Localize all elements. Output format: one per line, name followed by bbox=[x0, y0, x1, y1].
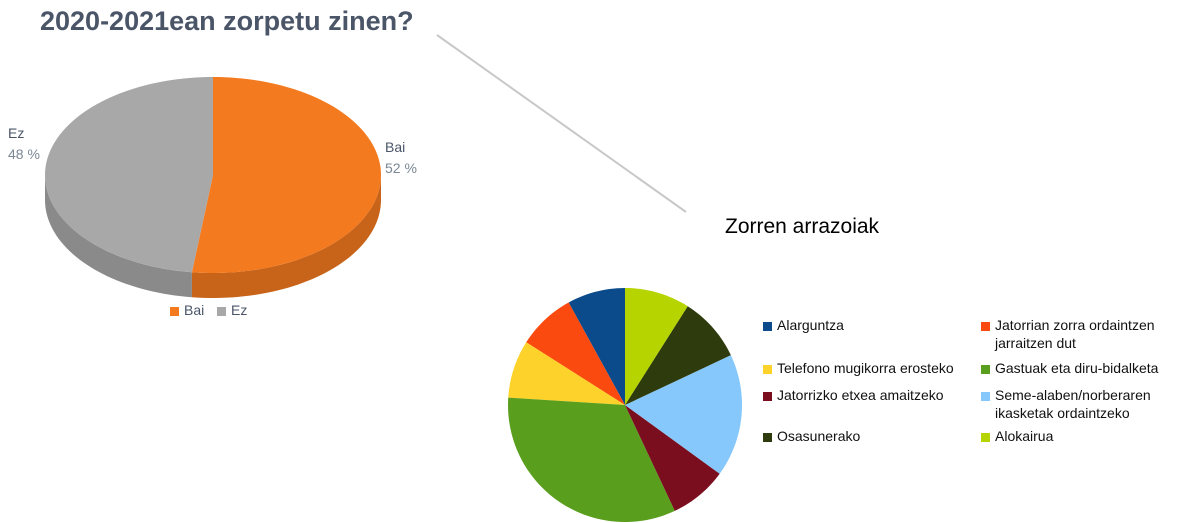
legend-label: Jatorrizko etxea amaitzeko bbox=[777, 387, 944, 403]
legend-swatch bbox=[217, 307, 226, 316]
connector bbox=[436, 34, 687, 213]
legend-swatch bbox=[981, 322, 990, 331]
legend-swatch bbox=[763, 365, 772, 374]
legend-label: Gastuak eta diru-bidalketa bbox=[995, 360, 1159, 376]
legend-label: Alarguntza bbox=[777, 317, 844, 333]
legend-label: Jatorrian zorra ordaintzen jarraitzen du… bbox=[995, 317, 1155, 351]
legend-label: Osasunerako bbox=[777, 428, 861, 444]
slice-label: Bai bbox=[385, 139, 406, 155]
pie-slice bbox=[526, 302, 625, 405]
slice-value-label: 48 % bbox=[8, 146, 40, 162]
pie-slice bbox=[45, 77, 214, 273]
legend-label: Ez bbox=[231, 302, 248, 318]
legend-label: Bai bbox=[184, 302, 205, 318]
pie-slice bbox=[625, 288, 688, 405]
pie-slice bbox=[625, 355, 742, 474]
legend-swatch bbox=[981, 365, 990, 374]
pie-slice-side bbox=[191, 175, 381, 298]
pie-slice bbox=[508, 397, 675, 522]
legend-swatch bbox=[763, 392, 772, 401]
pie-slice bbox=[508, 342, 625, 405]
pie-slice-side bbox=[45, 175, 192, 298]
pie-slice bbox=[625, 306, 731, 405]
slice-label: Ez bbox=[8, 125, 25, 141]
legend-swatch bbox=[981, 392, 990, 401]
chart-title: 2020-2021ean zorpetu zinen? bbox=[40, 6, 414, 36]
legend-label: Seme-alaben/norberaren ikasketak ordaint… bbox=[995, 387, 1151, 421]
pie-slice bbox=[568, 288, 625, 405]
legend-label: Alokairua bbox=[995, 428, 1054, 444]
chart-title: Zorren arrazoiak bbox=[725, 215, 880, 238]
legend-swatch bbox=[981, 433, 990, 442]
pie-slice bbox=[191, 77, 381, 273]
legend-swatch bbox=[763, 433, 772, 442]
legend-swatch bbox=[170, 307, 179, 316]
legend-label: Telefono mugikorra erosteko bbox=[777, 360, 954, 376]
legend-swatch bbox=[763, 322, 772, 331]
pie-slice bbox=[625, 405, 720, 511]
slice-value-label: 52 % bbox=[385, 160, 417, 176]
